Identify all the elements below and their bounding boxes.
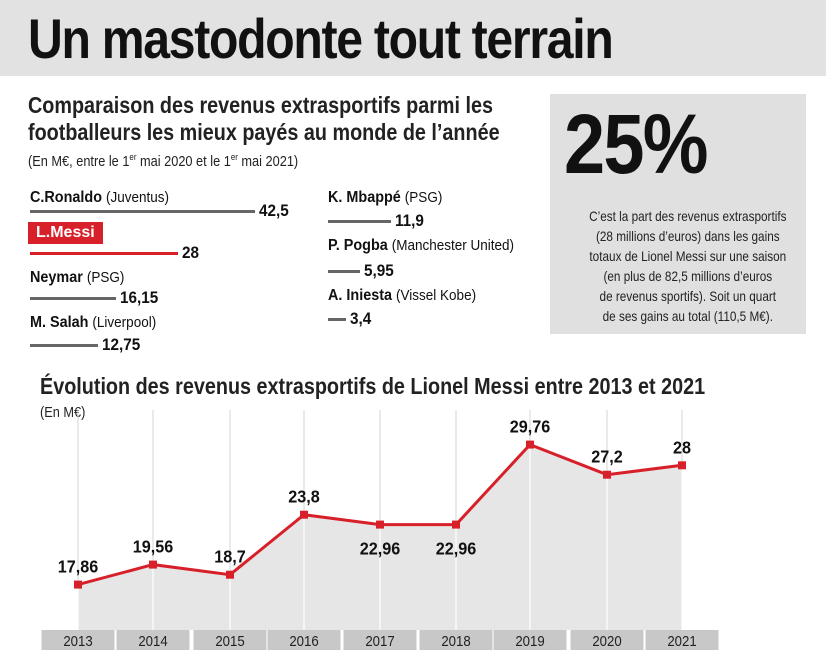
- player-name: Neymar: [30, 269, 83, 286]
- player-messi: L.Messi: [28, 222, 103, 244]
- player-name: P. Pogba: [328, 237, 388, 254]
- subtitle-part1: (En M€, entre le 1: [28, 153, 130, 170]
- data-label: 27,2: [591, 447, 623, 467]
- data-point: [74, 580, 82, 589]
- data-point: [603, 470, 611, 479]
- x-tick-label: 2019: [515, 632, 544, 649]
- bar-label-iniesta: 3,4: [350, 309, 372, 328]
- x-tick-label: 2014: [138, 632, 167, 649]
- subtitle-part2: mai 2020 et le 1: [136, 153, 231, 170]
- data-label: 23,8: [288, 487, 320, 507]
- player-name: C.Ronaldo: [30, 189, 102, 206]
- data-point: [300, 510, 308, 519]
- x-tick-band: [343, 630, 417, 650]
- player-salah: M. Salah (Liverpool): [30, 313, 170, 333]
- player-name: L.Messi: [28, 222, 103, 244]
- data-point: [376, 520, 384, 529]
- highlight-percentage: 25%: [564, 97, 708, 191]
- bar-pogba: [328, 270, 360, 273]
- header-band: [0, 0, 826, 76]
- comparison-title-line2: footballeurs les mieux payés au monde de…: [28, 119, 500, 145]
- data-point: [226, 570, 234, 579]
- bar-label-pogba: 5,95: [363, 261, 394, 280]
- x-tick-band: [41, 630, 115, 650]
- player-mbappe: K. Mbappé (PSG): [328, 188, 455, 208]
- subtitle-sup2: er: [230, 152, 238, 162]
- x-tick-label: 2015: [215, 632, 244, 649]
- headline: Un mastodonte tout terrain: [28, 7, 614, 70]
- x-tick-band: [267, 630, 341, 650]
- data-label: 22,96: [436, 539, 477, 559]
- bar-mbappe: [328, 220, 391, 223]
- bar-label-messi: 28: [182, 243, 200, 262]
- x-tick-label: 2018: [441, 632, 470, 649]
- data-label: 17,86: [58, 557, 99, 577]
- player-ronaldo: C.Ronaldo (Juventus): [30, 188, 184, 208]
- x-tick-label: 2013: [63, 632, 92, 649]
- data-point: [452, 520, 460, 529]
- subtitle-sup1: er: [129, 152, 137, 162]
- bar-label-salah: 12,75: [101, 335, 140, 354]
- data-label: 18,7: [214, 547, 246, 567]
- data-point: [526, 440, 534, 449]
- player-name: K. Mbappé: [328, 189, 401, 206]
- evolution-title: Évolution des revenus extrasportifs de L…: [40, 373, 706, 399]
- player-name: A. Iniesta: [328, 287, 393, 304]
- data-label: 19,56: [133, 537, 174, 557]
- data-label: 29,76: [510, 417, 551, 437]
- x-tick-band: [116, 630, 190, 650]
- player-neymar: Neymar (PSG): [30, 268, 135, 288]
- bar-ronaldo: [30, 210, 255, 213]
- x-tick-label: 2016: [289, 632, 318, 649]
- player-club: (Liverpool): [92, 314, 157, 331]
- data-point: [678, 461, 686, 470]
- x-tick-band: [493, 630, 567, 650]
- x-tick-band: [570, 630, 644, 650]
- player-club: (Juventus): [106, 189, 170, 206]
- bar-messi: [30, 252, 179, 255]
- x-tick-band: [419, 630, 493, 650]
- bar-salah: [30, 344, 98, 347]
- bar-label-mbappe: 11,9: [395, 211, 424, 230]
- x-tick-band: [645, 630, 719, 650]
- comparison-title-line1: Comparaison des revenus extrasportifs pa…: [28, 92, 494, 118]
- bar-label-neymar: 16,15: [119, 288, 158, 307]
- x-tick-label: 2021: [667, 632, 696, 649]
- data-point: [149, 560, 157, 569]
- data-label: 28: [673, 438, 691, 458]
- x-tick-band: [193, 630, 267, 650]
- player-club: (Vissel Kobe): [396, 287, 477, 304]
- data-label: 22,96: [360, 539, 401, 559]
- player-iniesta: A. Iniesta (Vissel Kobe): [328, 286, 493, 306]
- bar-iniesta: [328, 318, 346, 321]
- player-club: (PSG): [404, 189, 443, 206]
- comparison-subtitle: (En M€, entre le 1er mai 2020 et le 1er …: [28, 152, 298, 170]
- bar-label-ronaldo: 42,5: [259, 201, 289, 220]
- x-tick-label: 2020: [592, 632, 621, 649]
- comparison-title: Comparaison des revenus extrasportifs pa…: [28, 92, 500, 146]
- bar-neymar: [30, 297, 116, 300]
- player-pogba: P. Pogba (Manchester United): [328, 236, 535, 256]
- highlight-text: C’est la part des revenus extrasportifs …: [589, 208, 787, 324]
- evolution-subtitle: (En M€): [40, 405, 86, 421]
- player-name: M. Salah: [30, 314, 89, 331]
- highlight-box: 25% C’est la part des revenus extrasport…: [550, 94, 806, 334]
- player-club: (PSG): [86, 269, 125, 286]
- x-tick-label: 2017: [365, 632, 394, 649]
- player-club: (Manchester United): [391, 237, 515, 254]
- subtitle-part3: mai 2021): [237, 153, 299, 170]
